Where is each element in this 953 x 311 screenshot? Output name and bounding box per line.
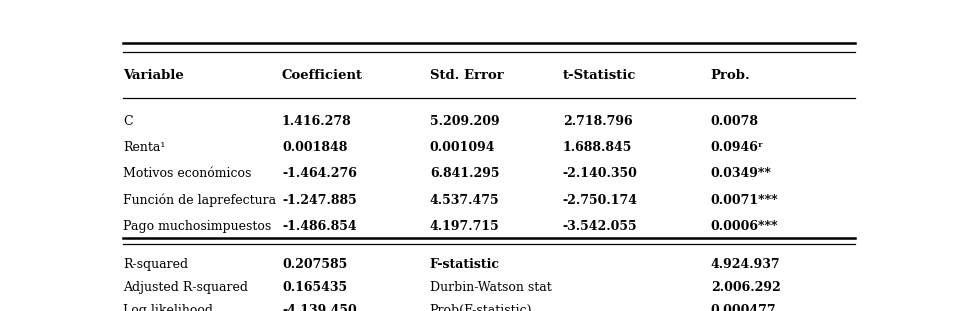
Text: Motivos económicos: Motivos económicos bbox=[123, 167, 251, 180]
Text: 1.688.845: 1.688.845 bbox=[562, 141, 632, 154]
Text: -4.139.450: -4.139.450 bbox=[282, 304, 356, 311]
Text: -2.140.350: -2.140.350 bbox=[562, 167, 637, 180]
Text: -3.542.055: -3.542.055 bbox=[562, 220, 637, 233]
Text: Durbin-Watson stat: Durbin-Watson stat bbox=[429, 281, 551, 294]
Text: 0.0946ʳ: 0.0946ʳ bbox=[710, 141, 763, 154]
Text: 0.001848: 0.001848 bbox=[282, 141, 347, 154]
Text: 0.0349**: 0.0349** bbox=[710, 167, 771, 180]
Text: -2.750.174: -2.750.174 bbox=[562, 194, 638, 207]
Text: Renta¹: Renta¹ bbox=[123, 141, 165, 154]
Text: 0.001094: 0.001094 bbox=[429, 141, 495, 154]
Text: -1.247.885: -1.247.885 bbox=[282, 194, 356, 207]
Text: t-Statistic: t-Statistic bbox=[562, 69, 636, 82]
Text: Función de laprefectura: Función de laprefectura bbox=[123, 193, 275, 207]
Text: Prob(F-statistic): Prob(F-statistic) bbox=[429, 304, 532, 311]
Text: Adjusted R-squared: Adjusted R-squared bbox=[123, 281, 248, 294]
Text: 0.000477: 0.000477 bbox=[710, 304, 776, 311]
Text: 4.197.715: 4.197.715 bbox=[429, 220, 499, 233]
Text: Pago muchosimpuestos: Pago muchosimpuestos bbox=[123, 220, 271, 233]
Text: 6.841.295: 6.841.295 bbox=[429, 167, 498, 180]
Text: -1.464.276: -1.464.276 bbox=[282, 167, 356, 180]
Text: F-statistic: F-statistic bbox=[429, 258, 499, 271]
Text: Variable: Variable bbox=[123, 69, 184, 82]
Text: R-squared: R-squared bbox=[123, 258, 188, 271]
Text: Std. Error: Std. Error bbox=[429, 69, 503, 82]
Text: Coefficient: Coefficient bbox=[282, 69, 362, 82]
Text: 0.165435: 0.165435 bbox=[282, 281, 347, 294]
Text: 4.924.937: 4.924.937 bbox=[710, 258, 780, 271]
Text: 5.209.209: 5.209.209 bbox=[429, 115, 498, 128]
Text: 0.0078: 0.0078 bbox=[710, 115, 758, 128]
Text: 2.718.796: 2.718.796 bbox=[562, 115, 632, 128]
Text: 2.006.292: 2.006.292 bbox=[710, 281, 780, 294]
Text: 0.207585: 0.207585 bbox=[282, 258, 347, 271]
Text: 0.0071***: 0.0071*** bbox=[710, 194, 778, 207]
Text: 1.416.278: 1.416.278 bbox=[282, 115, 352, 128]
Text: 0.0006***: 0.0006*** bbox=[710, 220, 778, 233]
Text: C: C bbox=[123, 115, 132, 128]
Text: Log likelihood: Log likelihood bbox=[123, 304, 213, 311]
Text: Prob.: Prob. bbox=[710, 69, 750, 82]
Text: -1.486.854: -1.486.854 bbox=[282, 220, 356, 233]
Text: 4.537.475: 4.537.475 bbox=[429, 194, 498, 207]
